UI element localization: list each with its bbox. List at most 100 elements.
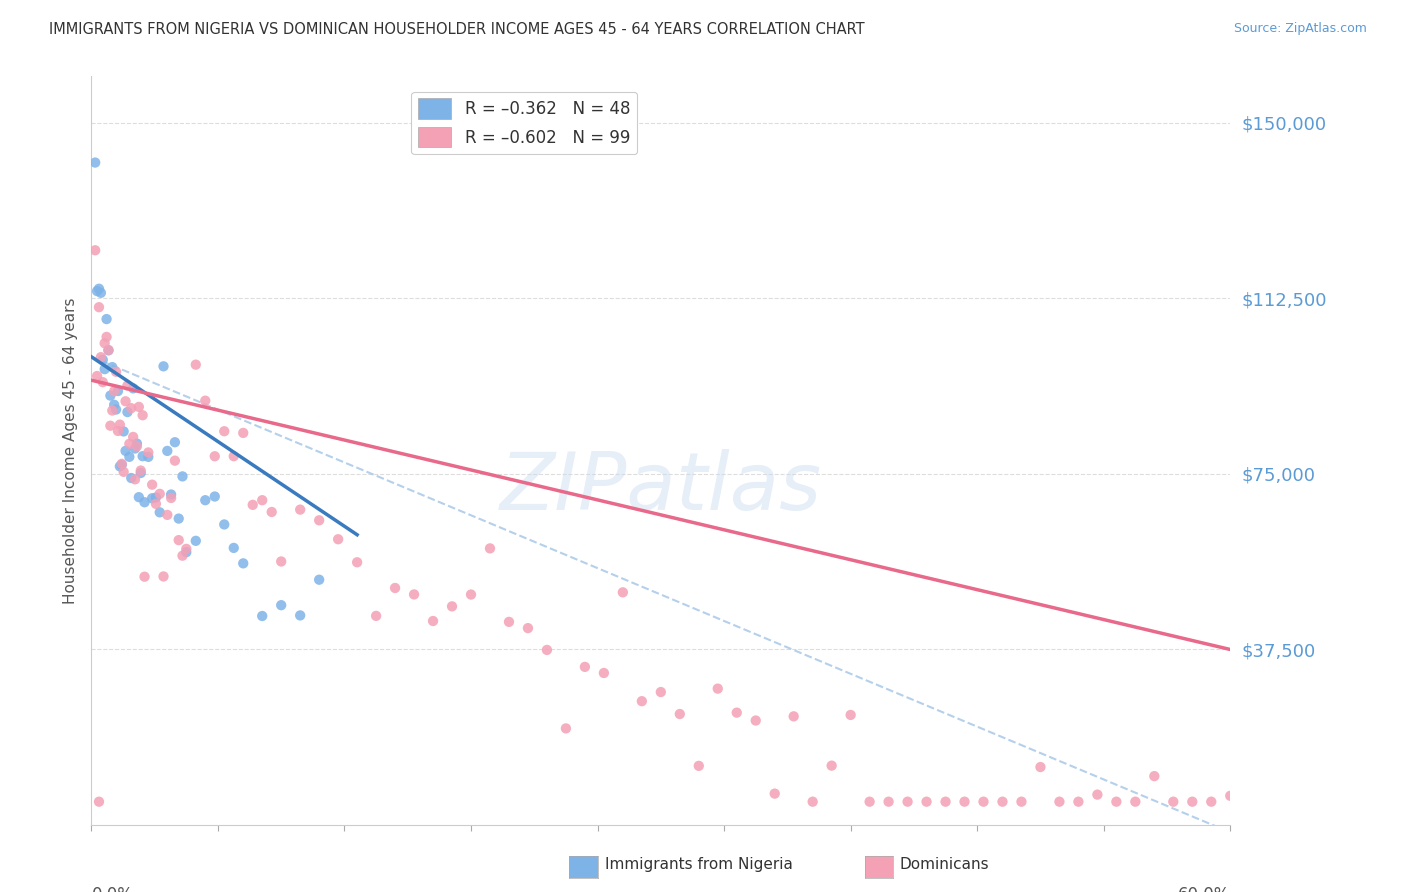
Point [745,714,768,728]
Point [101,360,124,375]
Point [498,615,520,629]
Point [131,409,153,423]
Point [172,469,194,483]
Point [763,787,786,801]
Point [184,533,207,548]
Point [163,453,186,467]
Point [441,599,464,614]
Text: Dominicans: Dominicans [900,857,990,872]
Point [129,466,152,480]
Point [782,709,804,723]
Point [93,362,115,376]
Point [105,365,128,379]
Point [117,378,139,392]
Text: Source: ZipAtlas.com: Source: ZipAtlas.com [1233,22,1367,36]
Point [1010,795,1032,809]
Point [156,508,179,522]
Point [163,435,186,450]
Point [934,795,956,809]
Point [308,573,330,587]
Point [1219,789,1241,803]
Point [478,541,501,556]
Point [86,284,108,298]
Point [1181,795,1204,809]
Y-axis label: Householder Income Ages 45 - 64 years: Householder Income Ages 45 - 64 years [62,297,77,604]
Point [260,505,283,519]
Point [517,621,540,635]
Point [204,449,226,463]
Point [384,581,406,595]
Point [707,681,730,696]
Point [214,517,236,532]
Point [91,352,114,367]
Point [1087,788,1109,802]
Point [124,472,146,486]
Point [90,285,112,300]
Point [97,343,120,357]
Point [120,471,142,485]
Point [612,585,634,599]
Point [84,244,107,258]
Point [184,358,207,372]
Point [574,660,596,674]
Point [242,498,264,512]
Point [156,443,179,458]
Point [1161,795,1184,809]
Point [112,425,135,439]
Legend: R = –0.362   N = 48, R = –0.602   N = 99: R = –0.362 N = 48, R = –0.602 N = 99 [412,92,637,154]
Point [460,588,482,602]
Point [138,445,160,459]
Point [87,282,110,296]
Point [422,614,444,628]
Point [98,418,121,433]
Text: ZIPatlas: ZIPatlas [499,449,823,527]
Point [84,155,107,169]
Point [145,497,167,511]
Text: IMMIGRANTS FROM NIGERIA VS DOMINICAN HOUSEHOLDER INCOME AGES 45 - 64 YEARS CORRE: IMMIGRANTS FROM NIGERIA VS DOMINICAN HOU… [49,22,865,37]
Point [149,487,172,501]
Text: 0.0%: 0.0% [91,886,134,892]
Point [145,491,167,505]
Point [725,706,748,720]
Point [897,795,920,809]
Point [141,491,163,506]
Point [103,384,125,399]
Point [290,502,312,516]
Point [96,330,118,344]
Point [250,493,273,508]
Point [536,643,558,657]
Point [1201,795,1223,809]
Point [90,350,112,364]
Point [1143,769,1166,783]
Point [194,493,217,508]
Point [129,464,152,478]
Point [128,490,150,504]
Point [222,541,245,555]
Point [111,457,134,471]
Point [953,795,976,809]
Point [112,465,135,479]
Point [107,384,129,398]
Point [1125,795,1147,809]
Point [232,557,254,571]
Point [160,491,183,505]
Point [103,398,125,412]
Point [117,405,139,419]
Point [669,706,692,721]
Point [250,609,273,624]
Point [125,436,148,450]
Point [124,442,146,456]
Point [152,569,174,583]
Point [346,555,368,569]
Point [232,425,254,440]
Point [114,394,136,409]
Point [91,375,114,389]
Point [108,459,131,474]
Point [118,450,141,464]
Point [1049,795,1071,809]
Point [86,369,108,384]
Point [308,513,330,527]
Point [141,477,163,491]
Point [593,665,616,680]
Point [630,694,652,708]
